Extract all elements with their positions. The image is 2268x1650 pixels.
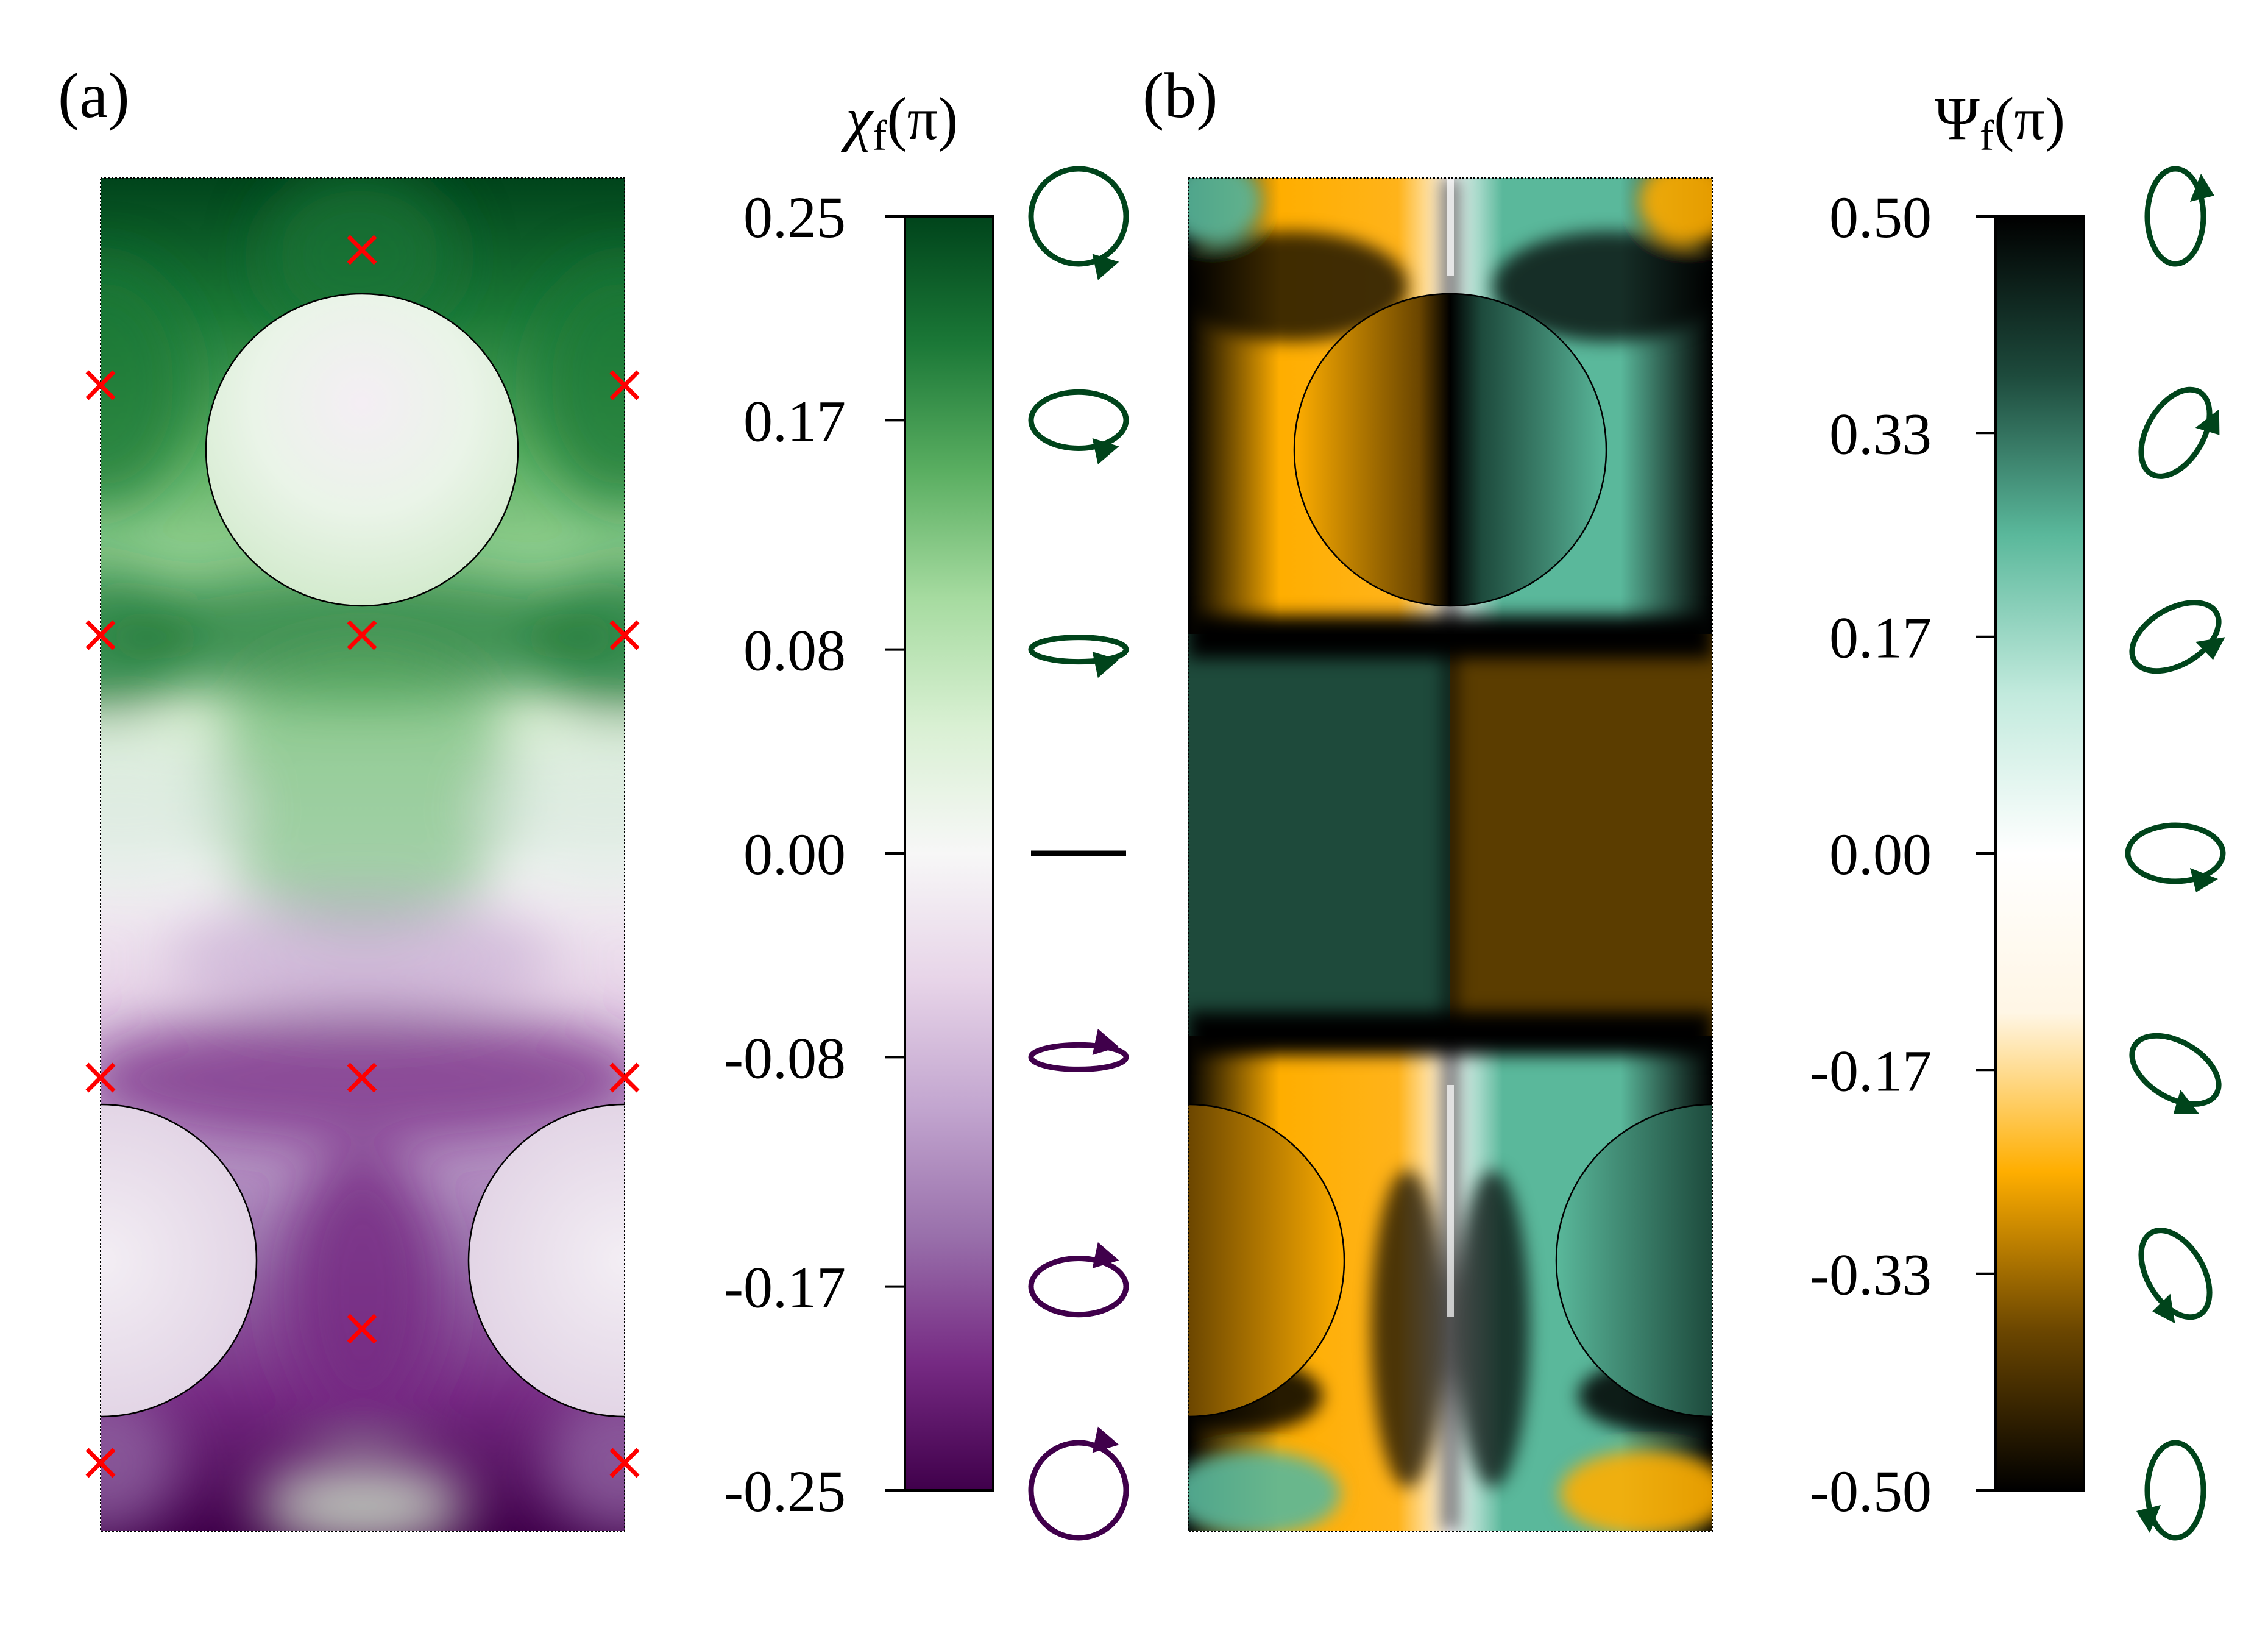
- panel-b-frame: [1188, 177, 1713, 1532]
- colorbar-a-ticks: 0.25 0.17 0.08 0.00 -0.08 -0.17 -0.25: [724, 185, 905, 1524]
- polarization-ellipses-b: [2125, 166, 2226, 1541]
- colorbar-b: [1994, 215, 2085, 1492]
- panel-a-frame: [100, 177, 625, 1532]
- singular-point-marker: [609, 1448, 640, 1478]
- colorbar-b-ticks: 0.50 0.33 0.17 0.00 -0.17 -0.33 -0.50: [1810, 185, 1996, 1524]
- colorbar-tick-label: -0.25: [724, 1459, 846, 1524]
- colorbar-tick-label: 0.33: [1829, 401, 1932, 466]
- singular-point-marker: [609, 620, 640, 650]
- polarization-ellipse: [1028, 1028, 1129, 1072]
- panel-b-label: (b): [1143, 60, 1218, 131]
- panel-a-label: (a): [58, 60, 130, 131]
- colorbar-b-title: Ψf(π): [1935, 85, 2065, 160]
- colorbar-a-title: χf(π): [840, 85, 958, 160]
- polarization-ellipse: [2144, 166, 2214, 267]
- polarization-ellipse: [2138, 386, 2220, 479]
- singular-point-marker: [85, 370, 116, 400]
- polarization-ellipse: [2129, 600, 2225, 674]
- singular-point-marker: [609, 370, 640, 400]
- colorbar-tick-label: -0.50: [1810, 1459, 1932, 1524]
- singular-point-marker: [609, 1062, 640, 1093]
- panel-a-heatmap: [101, 178, 625, 1531]
- colorbar-tick-label: 0.00: [1829, 822, 1932, 887]
- singular-point-marker: [347, 1314, 377, 1344]
- singular-point-marker: [347, 1062, 377, 1093]
- polarization-ellipse: [1028, 635, 1129, 678]
- polarization-ellipses-a: [1028, 166, 1129, 1541]
- singular-point-marker: [85, 1062, 116, 1093]
- singular-point-marker: [85, 620, 116, 650]
- polarization-ellipse: [1028, 1242, 1129, 1318]
- singular-point-marker: [347, 235, 377, 265]
- colorbar-a: [904, 215, 994, 1492]
- colorbar-tick-label: 0.17: [1829, 605, 1932, 670]
- colorbar-tick-label: -0.08: [724, 1025, 846, 1090]
- colorbar-tick-label: 0.00: [743, 822, 846, 887]
- panel-b-heatmap: [1188, 178, 1712, 1531]
- polarization-ellipse: [2136, 1440, 2206, 1541]
- polarization-ellipse: [2138, 1228, 2213, 1324]
- polarization-ellipse: [2125, 822, 2226, 892]
- singular-point-markers: [85, 235, 640, 1478]
- singular-point-marker: [85, 1448, 116, 1478]
- polarization-ellipse: [1028, 166, 1129, 280]
- colorbar-tick-label: -0.33: [1810, 1242, 1932, 1307]
- colorbar-tick-label: -0.17: [1810, 1038, 1932, 1103]
- polarization-ellipse: [2129, 1033, 2222, 1114]
- polarization-ellipse: [1028, 1426, 1129, 1541]
- colorbar-tick-label: 0.17: [743, 388, 846, 453]
- polarization-ellipse: [1028, 389, 1129, 465]
- singular-point-marker: [347, 620, 377, 650]
- colorbar-tick-label: -0.17: [724, 1255, 846, 1320]
- colorbar-tick-label: 0.50: [1829, 185, 1932, 250]
- colorbar-tick-label: 0.25: [743, 185, 846, 250]
- colorbar-tick-label: 0.08: [743, 618, 846, 683]
